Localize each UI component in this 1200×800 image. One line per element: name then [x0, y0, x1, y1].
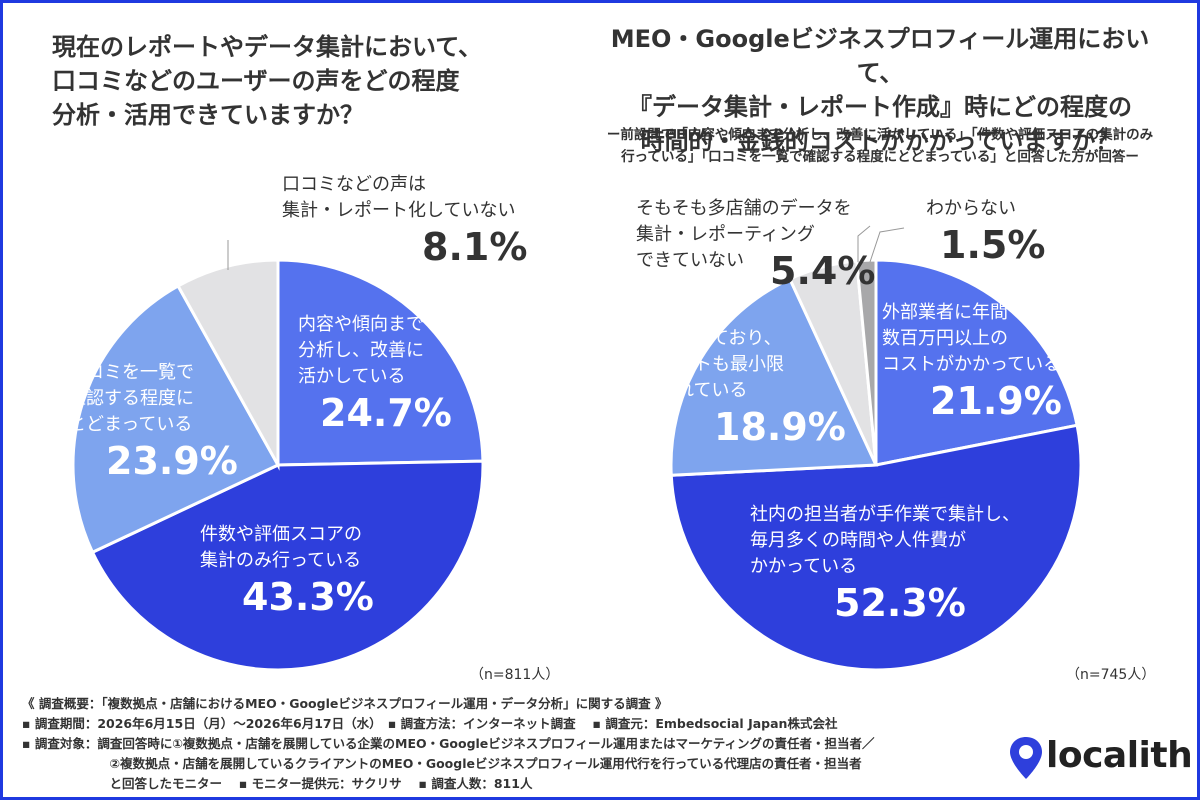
- chart1-slice-label: 件数や評価スコアの 集計のみ行っている 43.3%: [200, 524, 374, 619]
- footer-line: 《 調査概要：「複数拠点・店舗におけるMEO・Googleビジネスプロフィール運…: [22, 696, 668, 711]
- chart2-slice-label: わからない 1.5%: [926, 198, 1046, 267]
- pie-slice-1-2: [90, 459, 485, 672]
- footer-line: ▪ 調査期間：2026年6月15日（月）〜2026年6月17日（水） ▪ 調査方…: [22, 716, 838, 731]
- chart2-slice-label: 社内の担当者が手作業で集計し、 毎月多くの時間や人件費が かかっている 52.3…: [750, 504, 1020, 625]
- survey-footer: 《 調査概要：「複数拠点・店舗におけるMEO・Googleビジネスプロフィール運…: [22, 694, 982, 794]
- chart2-slice-label: システム化しており、 時間もコストも最小限 に抑えられている 18.9%: [604, 328, 846, 449]
- location-pin-icon: [1010, 737, 1042, 779]
- chart1-slice-label: 口コミを一覧で 確認する程度に とどまっている 23.9%: [68, 362, 238, 483]
- chart1-title: 現在のレポートやデータ集計において、 口コミなどのユーザーの声をどの程度 分析・…: [52, 33, 483, 129]
- chart2-sample-size: （n=745人）: [1066, 667, 1156, 683]
- pie-slice-2-3: [669, 276, 879, 477]
- chart2-title: MEO・Googleビジネスプロフィール運用において、 『データ集計・レポート作…: [610, 25, 1150, 155]
- pie-slice-1-1: [276, 258, 485, 467]
- chart2-slice-pct: 5.4%: [770, 249, 876, 293]
- leader-line: [857, 225, 871, 262]
- leader-line: [869, 227, 905, 263]
- pie-slice-2-2: [669, 423, 1083, 672]
- chart2-slice-label: 外部業者に年間 数百万円以上の コストがかかっている 21.9%: [882, 302, 1062, 423]
- pie-slice-2-1: [874, 258, 1079, 467]
- pie-slice-1-4: [176, 258, 280, 471]
- pie-slice-2-5: [855, 258, 878, 466]
- footer-line: ▪ 調査対象：調査回答時に①複数拠点・店舗を展開している企業のMEO・Googl…: [22, 736, 875, 751]
- footer-line: ②複数拠点・店舗を展開しているクライアントのMEO・Googleビジネスプロフィ…: [22, 756, 862, 771]
- chart1-slice-label: 口コミなどの声は 集計・レポート化していない 8.1%: [282, 174, 528, 269]
- chart1-slice-label: 内容や傾向まで 分析し、改善に 活かしている 24.7%: [298, 314, 452, 435]
- pie-slice-1-3: [71, 283, 281, 555]
- brand-logo: localith: [1046, 735, 1193, 776]
- chart1-sample-size: （n=811人）: [470, 667, 560, 683]
- footer-line: と回答したモニター ▪ モニター提供元：サクリサ ▪ 調査人数：811人: [22, 776, 533, 791]
- chart2-subtitle: ー前設問で「内容や傾向まで分析し、改善に活かしている」「件数や評価スコアの集計の…: [606, 127, 1154, 165]
- chart2-slice-label: そもそも多店舗のデータを 集計・レポーティング できていない: [636, 198, 852, 271]
